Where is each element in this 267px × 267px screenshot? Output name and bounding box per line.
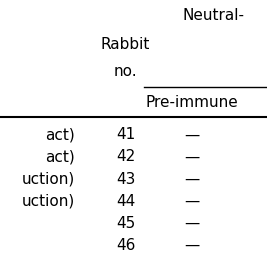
Text: 46: 46 <box>116 238 135 253</box>
Text: —: — <box>184 150 200 164</box>
Text: 43: 43 <box>116 172 135 187</box>
Text: 41: 41 <box>116 127 135 142</box>
Text: no.: no. <box>114 64 137 79</box>
Text: 45: 45 <box>116 216 135 231</box>
Text: 42: 42 <box>116 150 135 164</box>
Text: —: — <box>184 127 200 142</box>
Text: act): act) <box>45 150 75 164</box>
Text: Rabbit: Rabbit <box>101 37 150 52</box>
Text: 44: 44 <box>116 194 135 209</box>
Text: —: — <box>184 216 200 231</box>
Text: —: — <box>184 194 200 209</box>
Text: uction): uction) <box>22 194 75 209</box>
Text: —: — <box>184 172 200 187</box>
Text: —: — <box>184 238 200 253</box>
Text: Pre-immune: Pre-immune <box>146 95 239 110</box>
Text: act): act) <box>45 127 75 142</box>
Text: Neutral-: Neutral- <box>183 8 245 23</box>
Text: uction): uction) <box>22 172 75 187</box>
